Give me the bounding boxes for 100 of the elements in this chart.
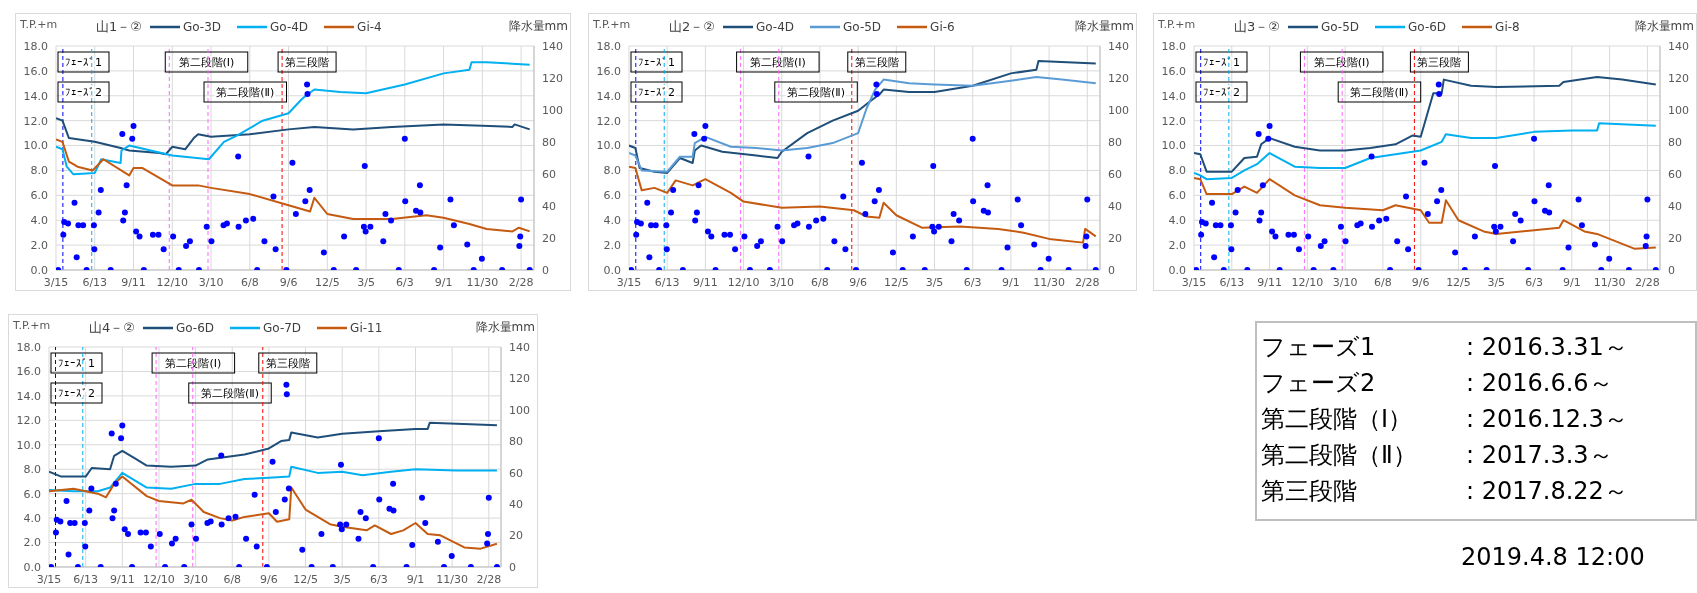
legend-label: Gi-8 xyxy=(1495,20,1520,34)
text: : 2017.8.22～ xyxy=(1466,476,1629,507)
y-tick-label: 16.0 xyxy=(16,365,41,379)
y-tick-label: 4.0 xyxy=(603,214,621,228)
x-tick-label: 3/10 xyxy=(198,275,224,289)
y2-tick-label: 120 xyxy=(1108,71,1129,85)
x-tick-label: 6/13 xyxy=(654,275,680,289)
text: : 2016.6.6～ xyxy=(1466,368,1614,399)
ref-line-label: 第二段階(Ⅱ) xyxy=(200,387,259,400)
x-tick-label: 9/1 xyxy=(1562,275,1581,289)
ref-line-label: ﾌｪｰｽﾞ1 xyxy=(65,56,102,69)
x-tick-label: 6/8 xyxy=(811,275,829,289)
y-tick-label: 4.0 xyxy=(1168,214,1186,228)
ref-line-label: 第二段階(Ⅰ) xyxy=(749,56,806,69)
ref-line-label: 第二段階(Ⅱ) xyxy=(1350,86,1409,99)
y2-tick-label: 20 xyxy=(542,231,556,245)
y2-tick-label: 40 xyxy=(542,199,556,213)
x-tick-label: 2/28 xyxy=(1074,275,1100,289)
y-tick-label: 14.0 xyxy=(23,89,48,103)
x-tick-label: 6/13 xyxy=(82,275,108,289)
ref-line-label: 第二段階(Ⅱ) xyxy=(787,86,846,99)
x-tick-label: 9/1 xyxy=(1002,275,1020,289)
x-tick-label: 6/3 xyxy=(395,275,414,289)
line-series xyxy=(56,117,531,156)
ref-line-label: ﾌｪｰｽﾞ1 xyxy=(1203,56,1240,69)
y2-tick-label: 100 xyxy=(509,403,530,417)
x-tick-label: 11/30 xyxy=(1593,275,1626,289)
legend-label: Gi-11 xyxy=(350,321,383,335)
x-tick-label: 9/11 xyxy=(1257,275,1282,289)
text: : 2017.3.3～ xyxy=(1466,440,1614,471)
legend-label: Go-3D xyxy=(182,20,222,34)
x-tick-label: 9/11 xyxy=(121,275,146,289)
x-tick-label: 12/10 xyxy=(1291,275,1324,289)
legend-label: Go-7D xyxy=(263,321,302,335)
y2-tick-label: 0 xyxy=(542,263,549,277)
x-tick-label: 3/15 xyxy=(616,275,642,289)
y-tick-label: 14.0 xyxy=(16,389,41,403)
x-tick-label: 3/15 xyxy=(1181,275,1207,289)
y2-tick-label: 80 xyxy=(1108,135,1122,149)
y2-tick-label: 140 xyxy=(1108,39,1129,53)
y2-axis-title: 降水量mm xyxy=(1634,18,1694,35)
line-series xyxy=(629,76,1097,173)
x-tick-label: 6/8 xyxy=(223,572,242,586)
y-axis-title: T.P.+m xyxy=(13,319,51,332)
y-tick-label: 0.0 xyxy=(1168,263,1186,277)
y2-tick-label: 0 xyxy=(1668,263,1675,277)
text: 第二段階（Ⅱ） xyxy=(1261,440,1418,471)
x-tick-label: 11/30 xyxy=(466,275,499,289)
line-series xyxy=(49,421,498,478)
line-series xyxy=(56,138,531,233)
legend-label: Go-6D xyxy=(175,321,215,335)
x-tick-label: 6/8 xyxy=(240,275,259,289)
text: 第三段階 xyxy=(1261,476,1358,507)
legend-label: Go-6D xyxy=(1408,20,1447,34)
y2-tick-label: 100 xyxy=(542,103,563,117)
x-tick-label: 3/15 xyxy=(43,275,69,289)
x-tick-label: 9/6 xyxy=(849,275,867,289)
x-tick-label: 3/5 xyxy=(1487,275,1506,289)
line-series xyxy=(1194,76,1657,173)
y-tick-label: 0.0 xyxy=(23,560,41,574)
ref-line-label: 第三段階 xyxy=(285,56,330,69)
x-tick-label: 12/10 xyxy=(727,275,760,289)
y-tick-label: 16.0 xyxy=(23,64,48,78)
chart-title: 山4－② xyxy=(89,319,135,337)
legend-label: Gi-4 xyxy=(357,20,382,34)
ref-line-label: 第三段階 xyxy=(1417,56,1462,69)
chart-title: 山2－② xyxy=(669,18,715,36)
ref-line-label: 第二段階(Ⅱ) xyxy=(216,86,275,99)
y2-axis-title: 降水量mm xyxy=(508,18,568,35)
ref-line-label: 第二段階(Ⅰ) xyxy=(178,56,235,69)
y2-tick-label: 20 xyxy=(1668,231,1682,245)
x-tick-label: 3/10 xyxy=(1332,275,1358,289)
line-series xyxy=(49,465,498,493)
y-tick-label: 4.0 xyxy=(30,214,48,228)
y2-tick-label: 0 xyxy=(1108,263,1115,277)
y-tick-label: 12.0 xyxy=(16,414,41,428)
x-tick-label: 12/5 xyxy=(883,275,909,289)
y-tick-label: 14.0 xyxy=(596,89,621,103)
chart-title: 山1－② xyxy=(96,18,142,36)
x-tick-label: 12/5 xyxy=(293,572,318,586)
x-tick-label: 6/8 xyxy=(1374,275,1392,289)
y-tick-label: 18.0 xyxy=(16,340,41,354)
x-tick-label: 11/30 xyxy=(1033,275,1065,289)
y-tick-label: 4.0 xyxy=(23,512,41,526)
y-tick-label: 10.0 xyxy=(1161,139,1186,153)
text: : 2016.12.3～ xyxy=(1466,404,1629,435)
legend-label: Go-4D xyxy=(755,20,795,34)
y-tick-label: 6.0 xyxy=(603,189,621,203)
line-series xyxy=(629,59,1097,174)
x-tick-label: 9/11 xyxy=(109,572,135,586)
y-tick-label: 0.0 xyxy=(30,263,48,277)
y-tick-label: 8.0 xyxy=(603,164,621,178)
line-series xyxy=(1194,176,1657,250)
text: フェーズ2 xyxy=(1261,368,1377,399)
y-tick-label: 12.0 xyxy=(1161,114,1186,128)
y2-tick-label: 140 xyxy=(1668,39,1689,53)
y2-axis-title: 降水量mm xyxy=(475,319,535,336)
x-tick-label: 3/10 xyxy=(769,275,795,289)
y2-tick-label: 120 xyxy=(509,372,530,386)
x-tick-label: 11/30 xyxy=(436,572,468,586)
